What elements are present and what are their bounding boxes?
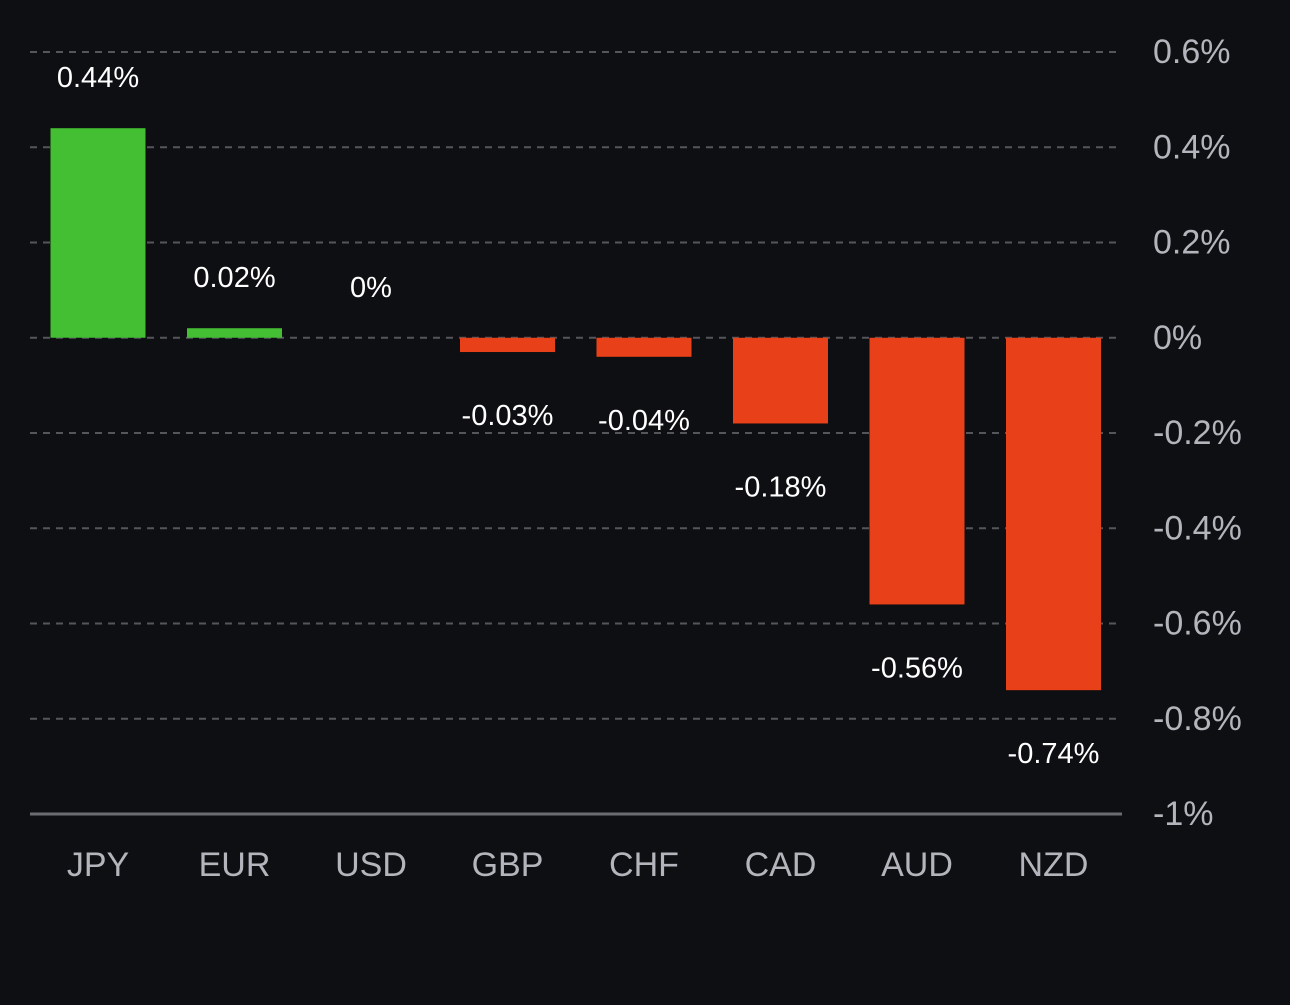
bar-cad [733,337,828,424]
x-tick-label: CAD [745,846,817,884]
x-tick-label: AUD [881,846,953,884]
data-labels: 0.44% 0.02% 0% -0.03% -0.04% -0.18% -0.56% -0.7… [57,62,1100,770]
bar-nzd [1006,337,1101,691]
x-tick-label: GBP [472,846,544,884]
bar-chf [596,337,692,357]
x-tick-label: CHF [609,846,679,884]
data-label-jpy: 0.44% [57,62,139,94]
x-tick-label: NZD [1019,846,1089,884]
y-tick-label: 0.6% [1153,33,1231,71]
data-label-cad: -0.18% [735,471,827,503]
bar-gbp [460,337,555,353]
bar-eur [187,328,282,338]
data-label-nzd: -0.74% [1008,738,1100,770]
bar-aud [869,337,965,605]
y-tick-label: -1% [1153,795,1213,833]
y-tick-label: 0.4% [1153,128,1231,166]
y-axis-ticks: 0.6% 0.4% 0.2% 0% -0.2% -0.4% -0.6% -0.8% -1% [1153,33,1242,833]
bars [50,128,1101,691]
x-axis-ticks: JPY EUR USD GBP CHF CAD AUD NZD [67,846,1089,884]
y-tick-label: -0.6% [1153,605,1242,643]
data-label-chf: -0.04% [598,405,690,437]
data-label-aud: -0.56% [871,652,963,684]
x-tick-label: USD [335,846,407,884]
data-label-gbp: -0.03% [462,400,554,432]
y-tick-label: -0.2% [1153,414,1242,452]
data-label-usd: 0% [350,272,392,304]
y-tick-label: 0.2% [1153,224,1231,262]
y-tick-label: -0.8% [1153,700,1242,738]
data-label-eur: 0.02% [193,262,275,294]
x-tick-label: EUR [199,846,271,884]
bar-jpy [50,128,146,338]
y-tick-label: -0.4% [1153,509,1242,547]
x-tick-label: JPY [67,846,129,884]
y-tick-label: 0% [1153,319,1202,357]
